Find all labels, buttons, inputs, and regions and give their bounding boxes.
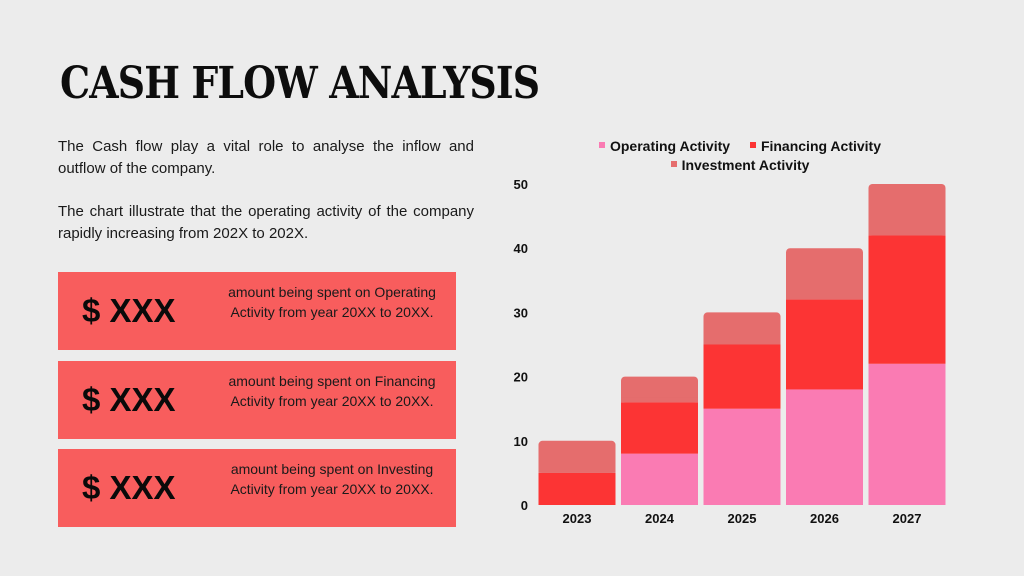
legend-swatch-operating (598, 142, 605, 149)
x-tick-label: 2026 (810, 511, 839, 526)
financing-amount: $ XXX (82, 381, 176, 418)
x-tick-label: 2024 (645, 511, 675, 526)
bar-segment-operating-activity (868, 363, 946, 505)
y-tick-label: 10 (514, 434, 528, 449)
y-tick-label: 50 (514, 177, 528, 192)
bar-segment-corner-fill (786, 294, 863, 300)
legend-swatch-investment (670, 161, 677, 168)
bar-segment-financing-activity (786, 299, 863, 390)
bar-segment-financing-activity (868, 235, 946, 364)
y-tick-label: 30 (514, 305, 528, 320)
investing-amount-card: $ XXX amount being spent on Investing Ac… (58, 449, 456, 527)
bar-segment-corner-fill (703, 339, 781, 345)
financing-description: amount being spent on Financing Activity… (228, 373, 436, 409)
y-tick-label: 20 (514, 370, 528, 385)
bar-segment-investment-activity (621, 376, 698, 403)
operating-amount-card: $ XXX amount being spent on Operating Ac… (58, 272, 456, 350)
legend-swatch-financing (749, 142, 756, 149)
legend-item-operating: Operating Activity (598, 137, 731, 156)
legend-item-investment: Investment Activity (670, 156, 810, 175)
page-title: CASH FLOW ANALYSIS (60, 58, 540, 109)
bar-segment-financing-activity (703, 344, 781, 409)
operating-description: amount being spent on Operating Activity… (228, 284, 436, 320)
operating-amount: $ XXX (82, 292, 176, 329)
legend-item-financing: Financing Activity (749, 137, 881, 156)
x-tick-label: 2027 (893, 511, 922, 526)
chart-summary-paragraph: The chart illustrate that the operating … (58, 203, 474, 242)
bar-segment-corner-fill (868, 230, 946, 236)
intro-paragraph: The Cash flow play a vital role to analy… (58, 138, 474, 177)
bar-segment-corner-fill (538, 467, 616, 473)
bar-segment-operating-activity (703, 408, 781, 505)
x-tick-label: 2025 (728, 511, 757, 526)
investing-description: amount being spent on Investing Activity… (230, 461, 434, 497)
y-tick-label: 0 (521, 498, 528, 513)
bar-segment-financing-activity (538, 472, 616, 505)
x-tick-label: 2023 (563, 511, 592, 526)
y-tick-label: 40 (514, 241, 528, 256)
investing-amount: $ XXX (82, 469, 176, 506)
chart-legend: Operating Activity Financing Activity In… (570, 137, 910, 175)
bar-segment-investment-activity (868, 184, 946, 236)
bar-segment-investment-activity (538, 440, 616, 473)
bar-segment-operating-activity (621, 453, 698, 505)
bar-segment-investment-activity (703, 312, 781, 345)
legend-label-operating: Operating Activity (609, 138, 731, 154)
legend-label-financing: Financing Activity (760, 138, 881, 154)
bar-segment-financing-activity (621, 402, 698, 454)
stacked-bar-chart: 0 10 20 30 40 50 2023 2024 2025 2026 2027 (514, 177, 946, 526)
legend-label-investment: Investment Activity (681, 157, 810, 173)
bar-segment-operating-activity (786, 389, 863, 505)
financing-amount-card: $ XXX amount being spent on Financing Ac… (58, 361, 456, 439)
bar-segment-investment-activity (786, 248, 863, 300)
bar-segment-corner-fill (621, 397, 698, 403)
